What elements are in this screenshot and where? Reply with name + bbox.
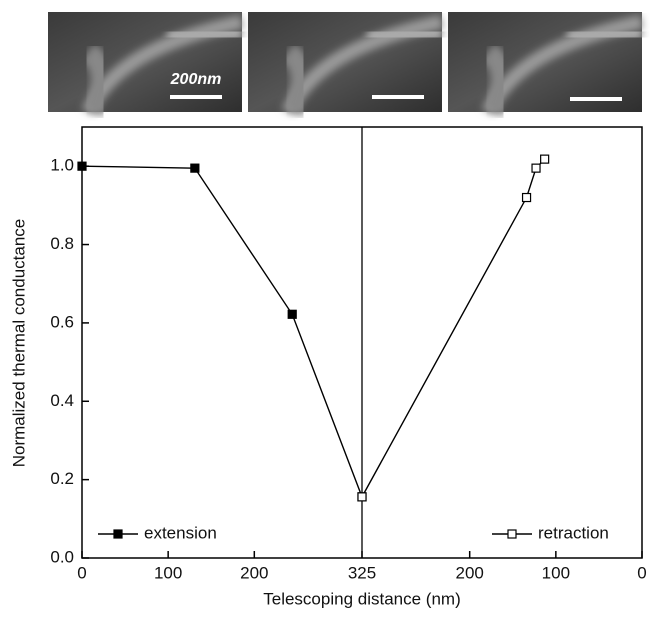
scale-bar-label: 200nm	[170, 71, 222, 88]
x-tick-label: 200	[240, 563, 268, 582]
data-point	[521, 192, 532, 203]
y-tick-label: 0.2	[50, 469, 74, 488]
data-point	[531, 163, 541, 173]
legend-marker	[113, 529, 123, 539]
x-axis-label: Telescoping distance (nm)	[263, 589, 460, 608]
series-line	[81, 165, 363, 498]
data-point	[357, 492, 367, 502]
series-line	[361, 158, 546, 498]
y-tick-label: 0.4	[50, 391, 74, 410]
data-point	[77, 161, 87, 171]
sem-images: 200nm	[48, 12, 642, 112]
legend-marker	[507, 529, 517, 539]
x-tick-label: 200	[456, 563, 484, 582]
data-point	[190, 163, 200, 173]
x-tick-label: 325	[348, 563, 376, 582]
y-tick-label: 1.0	[50, 156, 74, 175]
y-tick-label: 0.8	[50, 234, 74, 253]
y-tick-label: 0.0	[50, 547, 74, 566]
x-tick-label: 100	[154, 563, 182, 582]
data-point	[287, 309, 297, 319]
y-tick-label: 0.6	[50, 312, 74, 331]
legend-label: extension	[144, 523, 217, 542]
data-point	[540, 154, 550, 164]
y-axis-label: Normalized thermal conductance	[9, 219, 28, 468]
legend-label: retraction	[538, 523, 609, 542]
x-tick-label: 0	[77, 563, 86, 582]
x-tick-label: 100	[542, 563, 570, 582]
x-tick-label: 0	[637, 563, 646, 582]
